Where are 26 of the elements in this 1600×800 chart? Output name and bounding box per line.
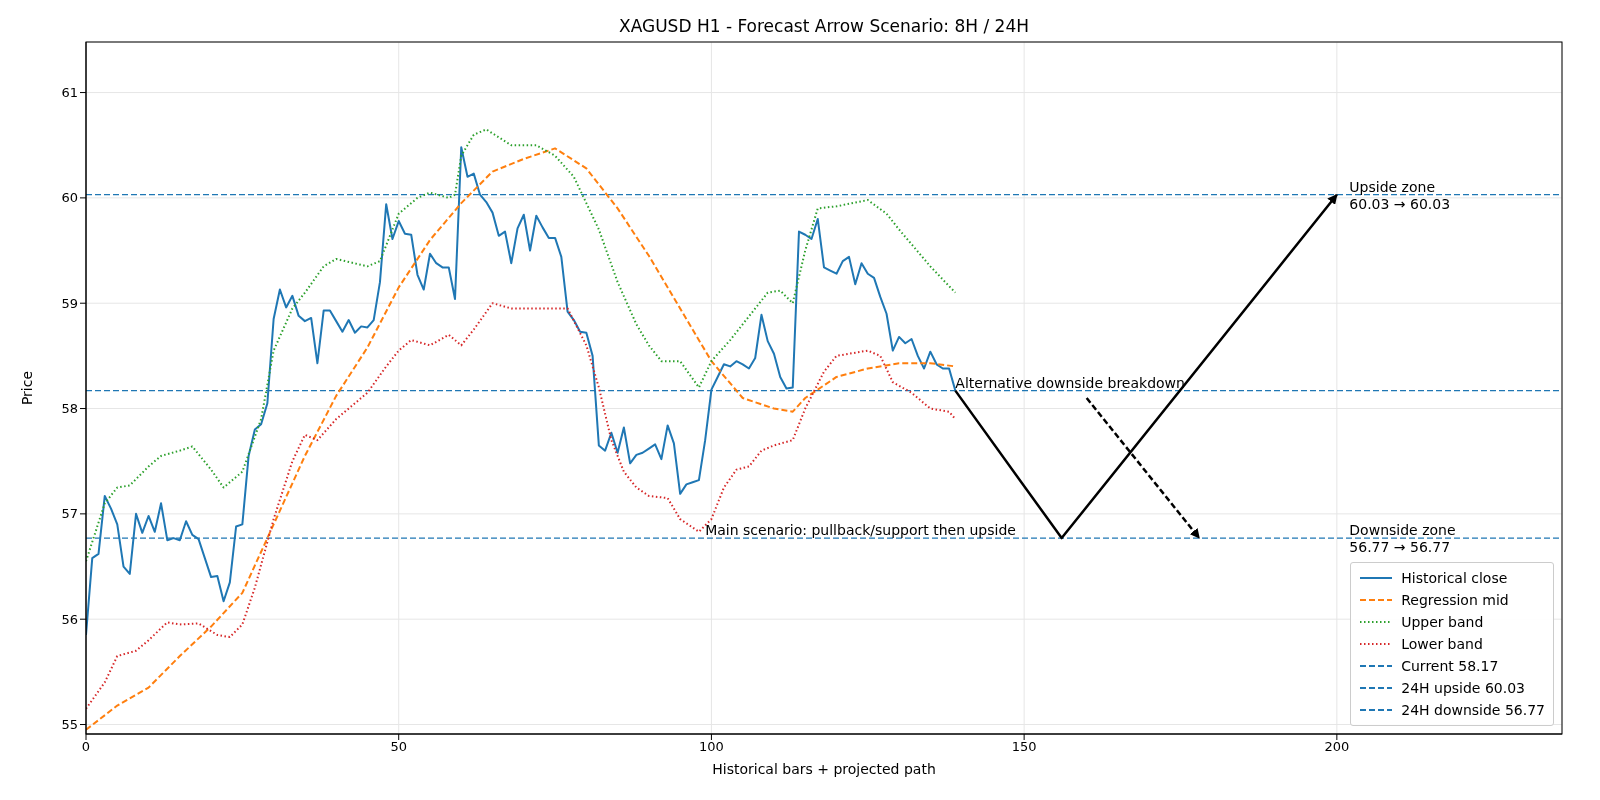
legend-label: Lower band (1401, 636, 1483, 652)
y-axis-title: Price (19, 370, 35, 406)
annotation: Downside zone 56.77 → 56.77 (1349, 522, 1456, 556)
annotation: Alternative downside breakdown (955, 374, 1185, 391)
legend-label: Current 58.17 (1401, 658, 1499, 674)
x-tick-label: 150 (1011, 739, 1037, 755)
y-tick-label: 55 (61, 717, 78, 733)
annotation: Main scenario: pullback/support then upside (705, 522, 1016, 539)
legend-label: Upper band (1401, 614, 1484, 630)
y-tick-label: 60 (61, 190, 78, 206)
y-tick-label: 61 (61, 85, 78, 101)
y-tick-label: 56 (61, 611, 78, 627)
chart-title: XAGUSD H1 - Forecast Arrow Scenario: 8H / 24H (618, 16, 1030, 36)
legend-label: 24H upside 60.03 (1401, 680, 1525, 696)
x-tick-label: 100 (699, 739, 724, 755)
y-tick-label: 57 (61, 506, 78, 522)
y-tick-label: 59 (61, 295, 78, 311)
x-axis-title: Historical bars + projected path (712, 761, 936, 777)
legend-label: Historical close (1401, 570, 1508, 586)
legend-label: Regression mid (1401, 592, 1509, 608)
annotation: Upside zone 60.03 → 60.03 (1349, 178, 1451, 212)
x-tick-label: 50 (390, 739, 407, 755)
legend-label: 24H downside 56.77 (1401, 702, 1545, 718)
y-tick-label: 58 (61, 401, 78, 417)
x-tick-label: 0 (81, 739, 91, 755)
x-tick-label: 200 (1324, 739, 1350, 755)
